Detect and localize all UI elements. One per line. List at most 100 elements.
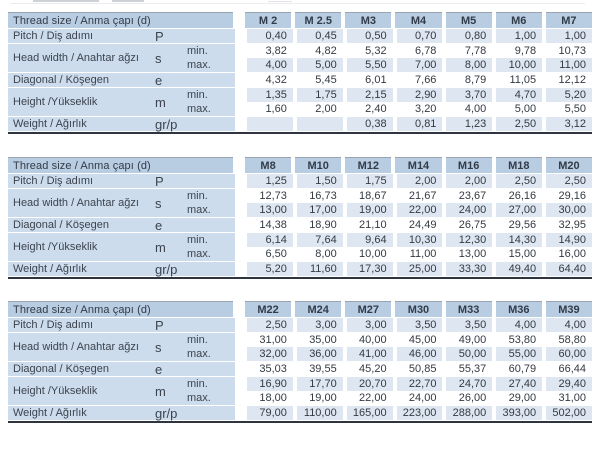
value-cell: 30,00 [546,203,593,217]
value-cell: 24,00 [396,391,443,405]
table-bottom-border [8,277,592,279]
spec-row-group: Diagonal / Köşegen e 4,32 5,45 6,01 7,66 8,79 1… [8,73,593,88]
column-gap [233,157,245,173]
value-cell: 24,49 [396,218,443,232]
value-cell: 0,81 [396,117,443,131]
value-cell: 24,00 [446,203,493,217]
value-cell: 29,56 [496,218,543,232]
value-cell: 2,15 [346,88,393,102]
value-cell: 15,00 [496,247,543,261]
row-values: 16,90 17,70 20,70 22,70 24,70 27,40 29,40 18,00… [247,377,593,405]
value-cell: 79,00 [247,406,293,420]
value-cell: 7,00 [396,58,443,72]
value-cell: 2,00 [446,174,493,188]
table-bottom-border [8,132,592,134]
value-line: 4,32 5,45 6,01 7,66 8,79 11,05 12,12 [247,73,593,87]
value-cell: 45,20 [346,362,393,376]
row-label: Pitch / Diş adımı [8,29,153,43]
thread-size-header-label: Thread size / Anma çapı (d) [8,157,233,173]
value-cell: 4,00 [546,318,593,332]
row-values: 5,20 11,60 17,30 25,00 33,30 49,40 64,40 [247,262,593,276]
value-cell: 26,00 [446,391,493,405]
column-header: M5 [445,12,492,28]
cropped-content-remnant [10,3,585,4]
row-qualifiers: min. max. [187,88,235,116]
row-label: Diagonal / Köşegen [8,218,153,232]
value-cell: 0,80 [446,29,493,43]
value-cell: 6,14 [247,233,293,247]
value-cell: 16,73 [296,189,343,203]
row-values: 12,73 16,73 18,67 21,67 23,67 26,16 29,16 13,00… [247,189,593,217]
value-cell: 5,00 [496,102,543,116]
column-header: M6 [495,12,542,28]
value-cell: 5,20 [546,88,593,102]
column-header: M 2.5 [295,12,342,28]
value-cell: 4,70 [496,88,543,102]
row-qualifiers [187,73,235,87]
row-symbol: s [153,44,187,72]
value-cell: 27,40 [496,377,543,391]
row-label: Pitch / Diş adımı [8,318,153,332]
value-cell: 3,50 [446,318,493,332]
value-cell: 12,12 [546,73,593,87]
qualifier-label: min. [187,190,208,202]
column-gap [235,318,247,332]
value-cell [247,117,293,131]
header-row: Thread size / Anma çapı (d) M8 M10 M12 M14 M1… [8,157,592,173]
row-qualifiers [187,117,235,131]
value-cell: 5,32 [346,44,393,58]
value-cell: 23,67 [446,189,493,203]
row-label: Head width / Anahtar ağzı [8,189,153,217]
value-cell: 0,50 [346,29,393,43]
value-cell: 14,30 [496,233,543,247]
row-qualifiers: min. max. [187,189,235,217]
qualifier-label: max. [187,348,211,360]
row-label: Weight / Ağırlık [8,262,153,276]
value-cell: 502,00 [546,406,593,420]
column-header: M39 [545,301,592,317]
value-cell: 33,30 [446,262,493,276]
value-cell: 22,00 [396,203,443,217]
column-gap [235,333,247,361]
qualifier-label: min. [187,334,208,346]
value-cell: 39,55 [296,362,343,376]
value-cell: 0,70 [396,29,443,43]
spec-row-group: Diagonal / Köşegen e 14,38 18,90 21,10 24,49 2… [8,218,593,233]
spec-row-group: Pitch / Diş adımı P 2,50 3,00 3,00 3,50 3,50 4,… [8,318,593,333]
header-columns: M8 M10 M12 M14 M16 M18 M20 [245,157,592,173]
value-cell: 64,40 [546,262,593,276]
value-cell: 2,00 [396,174,443,188]
value-cell: 36,00 [296,347,343,361]
row-label: Height /Yükseklik [8,88,153,116]
row-symbol: m [153,88,187,116]
column-gap [235,29,247,43]
column-gap [235,189,247,217]
value-cell: 25,00 [396,262,443,276]
header-columns: M22 M24 M27 M30 M33 M36 M39 [245,301,592,317]
value-cell: 26,16 [496,189,543,203]
value-cell: 7,78 [446,44,493,58]
value-line: 18,00 19,00 22,00 24,00 26,00 29,00 31,00 [247,391,593,405]
row-values: 14,38 18,90 21,10 24,49 26,75 29,56 32,95 [247,218,593,232]
column-gap [235,406,247,420]
column-gap [235,233,247,261]
value-cell: 4,32 [247,73,293,87]
value-cell: 60,00 [546,347,593,361]
value-cell: 66,44 [546,362,593,376]
column-header: M8 [245,157,292,173]
column-gap [235,362,247,376]
cropped-content-remnant [33,0,99,2]
qualifier-label: max. [187,204,211,216]
value-cell: 1,00 [546,29,593,43]
row-values: 79,00 110,00 165,00 223,00 288,00 393,00 502,0… [247,406,593,420]
row-values: 0,38 0,81 1,23 2,50 3,12 [247,117,593,131]
row-qualifiers [187,218,235,232]
value-cell: 49,40 [496,262,543,276]
column-header: M18 [495,157,542,173]
qualifier-label [187,29,235,43]
qualifier-label: min. [187,234,208,246]
row-symbol: gr/p [153,262,187,277]
qualifier-label: max. [187,103,211,115]
value-line: 13,00 17,00 19,00 22,00 24,00 27,00 30,00 [247,203,593,217]
